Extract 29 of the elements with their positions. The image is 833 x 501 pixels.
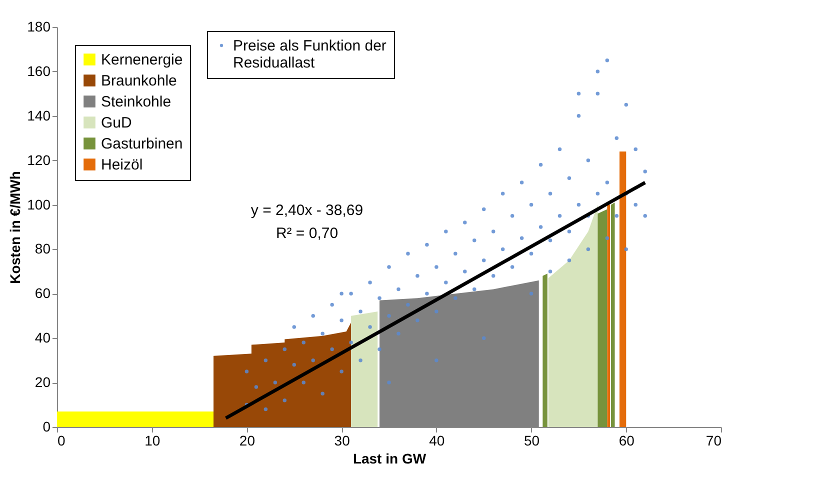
x-tick-label: 30 [334,432,350,448]
y-tick-label: 40 [34,330,51,346]
y-axis-title: Kosten in €/MWh [7,171,24,284]
x-axis-title: Last in GW [352,450,427,466]
legend-label: Kernenergie [101,52,183,68]
legend-label: Heizöl [101,156,143,174]
annotation: y = 2,40x - 38,69 [250,202,364,219]
y-tick-label: 160 [27,62,51,79]
x-tick-label: 50 [524,432,540,448]
y-tick-label: 20 [34,374,51,390]
legend-label: Preise als Funktion der Residuallast [233,38,386,72]
y-tick-label: 180 [27,18,51,34]
y-tick-label: 0 [42,418,51,434]
y-tick-label: 60 [34,285,51,302]
x-tick-label: 0 [58,432,66,448]
x-tick-label: 70 [706,432,722,448]
y-tick-label: 140 [27,107,51,124]
legend-label: Steinkohle [101,94,172,110]
legend-label: GuD [101,114,132,132]
y-tick-label: 100 [27,196,51,212]
legend-label: Braunkohle [101,72,177,90]
x-tick-label: 20 [239,432,256,448]
x-tick-label: 60 [618,432,635,448]
x-tick-label: 10 [144,432,160,448]
annotation: R² = 0,70 [276,225,338,242]
y-tick-label: 80 [34,240,51,257]
x-tick-label: 40 [429,432,445,448]
legend-label: Gasturbinen [101,136,183,152]
y-tick-label: 120 [27,152,51,168]
